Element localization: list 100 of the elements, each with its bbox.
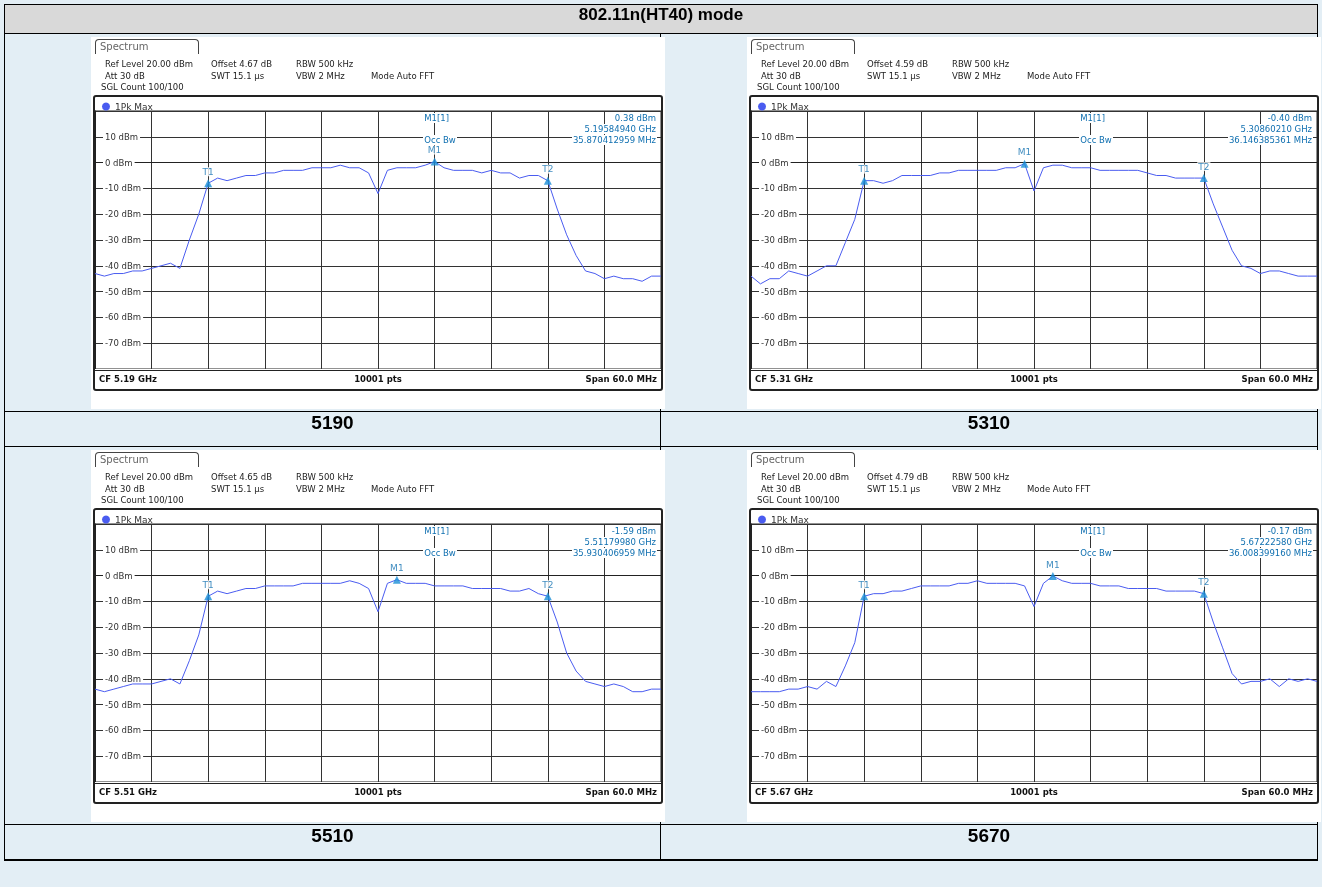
y-tick-label: -40 dBm [761,673,798,684]
text: CF 5.19 GHz [99,374,157,384]
y-tick-label: 10 dBm [105,544,139,555]
text: RBW 500 kHz [952,472,1010,482]
annotation: Occ Bw [423,548,457,558]
y-tick-label: 0 dBm [761,570,789,581]
y-tick-label: -10 dBm [105,183,142,194]
text: 10001 pts [354,374,402,384]
text: VBW 2 MHz [952,484,1001,494]
data-label: T1 [201,579,214,590]
annotation: -0.40 dBm [1266,113,1313,123]
y-tick-label: 0 dBm [761,157,789,168]
annotation: M1[1] [1079,526,1107,536]
text: Span 60.0 MHz [1241,374,1313,384]
text: SWT 15.1 µs [867,71,921,81]
text: CF 5.31 GHz [755,374,813,384]
text: VBW 2 MHz [952,71,1001,81]
data-label: M1 [1046,559,1060,570]
text: 10001 pts [1010,787,1058,797]
annotation: 5.19584940 GHz [583,124,657,134]
text: VBW 2 MHz [296,484,345,494]
text: RBW 500 kHz [296,472,354,482]
text: Mode Auto FFT [1027,71,1091,81]
y-tick-label: -70 dBm [761,338,798,349]
text: VBW 2 MHz [296,71,345,81]
text: RBW 500 kHz [296,59,354,69]
x-axis-title: 5190 [5,411,660,446]
text: Spectrum [95,39,200,54]
legend-label: 1Pk Max [115,514,154,525]
y-tick-label: -20 dBm [105,622,142,633]
y-tick-label: -20 dBm [761,209,798,220]
y-tick-label: -20 dBm [761,622,798,633]
data-label: T2 [541,579,554,590]
data-label: T2 [541,164,554,175]
text: Span 60.0 MHz [1241,787,1313,797]
text: Att 30 dB [761,484,801,494]
data-label: M1 [427,145,442,156]
y-tick-label: -60 dBm [761,725,798,736]
text: CF 5.67 GHz [755,787,813,797]
text: Att 30 dB [761,71,801,81]
text: 10001 pts [1010,374,1058,384]
text: SWT 15.1 µs [867,484,921,494]
annotation: 5.67222580 GHz [1239,537,1313,547]
y-tick-label: 0 dBm [105,570,133,581]
text: 10001 pts [354,787,402,797]
text: Ref Level 20.00 dBm [761,472,850,482]
chart-title: 802.11n(HT40) mode [5,5,1317,34]
data-label: M1 [390,563,404,574]
annotation: -1.59 dBm [610,526,657,536]
text: CF 5.51 GHz [99,787,157,797]
annotation: Occ Bw [1079,548,1113,558]
legend-label: 1Pk Max [115,101,154,112]
annotation: M1[1] [423,113,451,123]
annotation: 35.870412959 MHz [571,135,657,145]
data-label: M1 [1017,147,1032,158]
y-tick-label: -70 dBm [761,751,798,762]
text: Offset 4.59 dB [867,59,929,69]
y-tick-label: -60 dBm [761,312,798,323]
annotation: 35.930406959 MHz [571,548,657,558]
text: Att 30 dB [105,484,145,494]
y-tick-label: -60 dBm [105,312,142,323]
y-tick-label: -70 dBm [105,751,142,762]
text: SGL Count 100/100 [101,82,184,92]
data-label: T1 [201,166,214,177]
text: Ref Level 20.00 dBm [105,59,194,69]
y-tick-label: -70 dBm [105,338,142,349]
annotation: 5.30860210 GHz [1239,124,1313,134]
data-label: T1 [857,579,870,590]
text: Offset 4.67 dB [211,59,273,69]
x-axis-title: 5510 [5,824,660,859]
text: SGL Count 100/100 [101,495,184,505]
y-tick-label: -50 dBm [105,286,142,297]
text: Mode Auto FFT [371,484,435,494]
annotation: 36.146385361 MHz [1227,135,1313,145]
text: Spectrum [751,39,856,54]
text: Ref Level 20.00 dBm [105,472,194,482]
annotation: 36.008399160 MHz [1227,548,1313,558]
annotation: -0.17 dBm [1266,526,1313,536]
y-tick-label: -50 dBm [761,699,798,710]
text: Offset 4.79 dB [867,472,929,482]
annotation: M1[1] [423,526,451,536]
legend-label: 1Pk Max [771,101,810,112]
text: RBW 500 kHz [952,59,1010,69]
text: Mode Auto FFT [371,71,435,81]
annotation: 0.38 dBm [613,113,657,123]
x-axis-title: 5310 [661,411,1317,446]
y-tick-label: -30 dBm [761,648,798,658]
y-tick-label: 10 dBm [761,131,795,142]
text: SGL Count 100/100 [757,495,840,505]
y-tick-label: -10 dBm [761,183,798,194]
data-label: T2 [1197,161,1210,172]
y-tick-label: 0 dBm [105,157,133,168]
text: Span 60.0 MHz [585,787,657,797]
annotation: Occ Bw [1079,135,1113,145]
text: Spectrum [751,452,856,467]
text: SWT 15.1 µs [211,484,265,494]
text: Ref Level 20.00 dBm [761,59,850,69]
text: Mode Auto FFT [1027,484,1091,494]
data-label: T1 [857,164,870,175]
y-tick-label: -20 dBm [105,209,142,220]
